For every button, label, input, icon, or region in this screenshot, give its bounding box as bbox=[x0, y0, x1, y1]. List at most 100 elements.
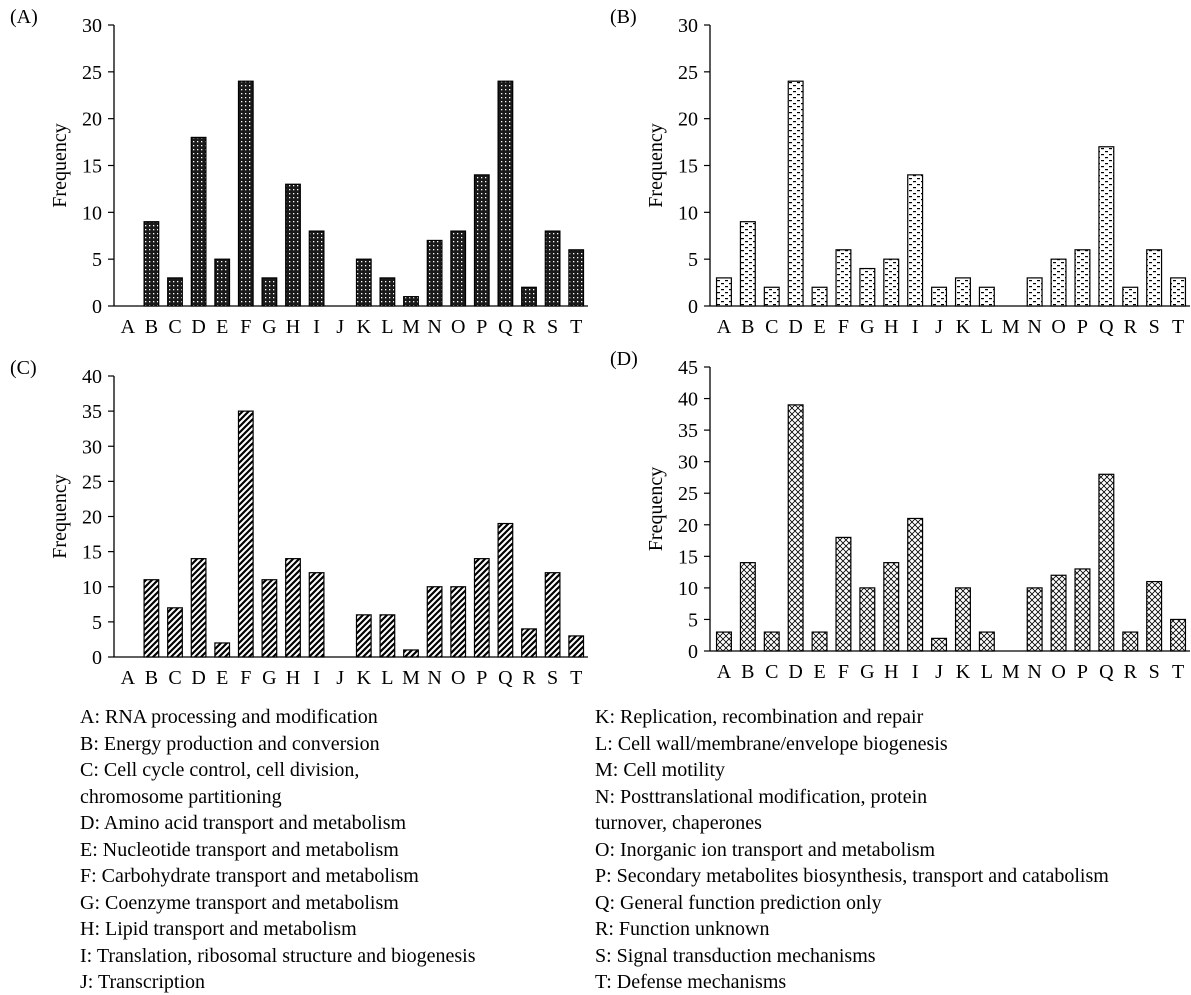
x-tick-label: T bbox=[1172, 316, 1184, 338]
x-tick-label: L bbox=[381, 316, 393, 338]
bar bbox=[787, 80, 804, 307]
x-tick-label: I bbox=[912, 316, 919, 338]
y-tick-label: 40 bbox=[82, 366, 102, 388]
x-tick-label: J bbox=[336, 316, 344, 338]
x-tick-label: H bbox=[884, 661, 898, 683]
x-tick-label: I bbox=[313, 667, 320, 689]
bar bbox=[261, 579, 278, 658]
x-tick-label: R bbox=[522, 316, 536, 338]
bar bbox=[811, 286, 828, 307]
x-tick-label: G bbox=[262, 316, 276, 338]
x-tick-label: C bbox=[168, 316, 181, 338]
legend-item: M: Cell motility bbox=[595, 759, 726, 781]
chart-panel: (D) 0 5 10 15 20 25 30 35 40 45 Frequency A B C D E F G H I J… bbox=[610, 348, 1190, 683]
bar bbox=[355, 614, 372, 658]
bar bbox=[763, 631, 780, 652]
bar bbox=[143, 221, 160, 307]
bar bbox=[426, 239, 443, 307]
x-tick-label: H bbox=[286, 316, 300, 338]
x-tick-label: R bbox=[1124, 661, 1138, 683]
x-tick-label: R bbox=[1124, 316, 1138, 338]
y-tick-label: 25 bbox=[678, 483, 698, 505]
y-axis-title: Frequency bbox=[49, 474, 71, 558]
x-tick-label: S bbox=[1149, 316, 1160, 338]
x-tick-label: O bbox=[1051, 316, 1065, 338]
y-tick-label: 15 bbox=[82, 156, 102, 178]
bar bbox=[1098, 146, 1115, 307]
y-tick-label: 10 bbox=[82, 202, 102, 224]
x-tick-label: B bbox=[145, 316, 158, 338]
bar bbox=[883, 258, 900, 307]
x-tick-label: P bbox=[476, 316, 487, 338]
bar bbox=[285, 183, 301, 307]
bar bbox=[497, 80, 514, 307]
x-tick-label: E bbox=[216, 667, 228, 689]
y-tick-label: 35 bbox=[678, 420, 698, 442]
bar bbox=[883, 562, 900, 652]
y-tick-label: 25 bbox=[678, 62, 698, 84]
x-tick-label: I bbox=[313, 316, 320, 338]
bar bbox=[715, 631, 732, 652]
bar bbox=[379, 614, 396, 658]
x-tick-label: A bbox=[717, 316, 732, 338]
bar bbox=[308, 572, 325, 658]
y-tick-label: 20 bbox=[82, 109, 102, 131]
bar bbox=[1146, 580, 1163, 652]
x-tick-label: F bbox=[838, 316, 849, 338]
bar bbox=[568, 635, 585, 658]
y-tick-label: 15 bbox=[678, 156, 698, 178]
legend-item: A: RNA processing and modification bbox=[80, 706, 378, 728]
x-tick-label: O bbox=[451, 316, 465, 338]
bar bbox=[1170, 277, 1187, 307]
x-tick-label: Q bbox=[498, 316, 513, 338]
x-tick-label: T bbox=[570, 667, 582, 689]
legend-right-column: K: Replication, recombination and repair… bbox=[595, 704, 1109, 995]
y-tick-label: 10 bbox=[678, 202, 698, 224]
x-tick-label: A bbox=[121, 316, 136, 338]
bar bbox=[237, 80, 254, 307]
bar bbox=[1026, 587, 1043, 652]
y-tick-label: 10 bbox=[678, 578, 698, 600]
y-tick-label: 10 bbox=[82, 577, 102, 599]
panel-label: (A) bbox=[10, 6, 38, 28]
x-tick-label: M bbox=[1002, 316, 1020, 338]
bar bbox=[214, 258, 231, 307]
bar bbox=[521, 628, 537, 658]
bar bbox=[739, 221, 756, 307]
legend-item: D: Amino acid transport and metabolism bbox=[80, 812, 407, 834]
bar bbox=[978, 286, 995, 307]
bar bbox=[190, 136, 207, 307]
x-tick-label: G bbox=[262, 667, 276, 689]
bar bbox=[190, 558, 207, 658]
bar bbox=[931, 286, 948, 307]
x-tick-label: M bbox=[402, 667, 420, 689]
legend-item: G: Coenzyme transport and metabolism bbox=[80, 891, 399, 914]
bar bbox=[931, 637, 948, 652]
x-tick-label: D bbox=[191, 316, 205, 338]
x-tick-label: P bbox=[1077, 316, 1088, 338]
x-tick-label: L bbox=[981, 316, 993, 338]
y-tick-label: 20 bbox=[678, 109, 698, 131]
x-tick-label: M bbox=[402, 316, 420, 338]
x-tick-label: G bbox=[860, 661, 874, 683]
legend-item: N: Posttranslational modification, prote… bbox=[595, 785, 928, 808]
bar bbox=[1122, 286, 1139, 307]
x-tick-label: E bbox=[813, 661, 825, 683]
y-tick-label: 5 bbox=[688, 609, 698, 631]
y-tick-label: 30 bbox=[82, 15, 102, 37]
x-tick-label: N bbox=[1027, 316, 1041, 338]
y-axis-title: Frequency bbox=[645, 467, 667, 551]
y-tick-label: 40 bbox=[678, 389, 698, 411]
x-tick-label: D bbox=[788, 661, 802, 683]
x-tick-label: D bbox=[788, 316, 802, 338]
bar bbox=[811, 631, 828, 652]
bar bbox=[1146, 249, 1163, 307]
legend-item: T: Defense mechanisms bbox=[595, 971, 787, 993]
y-tick-label: 25 bbox=[82, 62, 102, 84]
x-tick-label: A bbox=[717, 661, 732, 683]
bar bbox=[907, 174, 924, 307]
chart-panel: (C) 0 5 10 15 20 25 30 35 40 Frequency A B C D E F G H I J K L… bbox=[10, 357, 588, 689]
bar bbox=[214, 642, 231, 658]
x-tick-label: N bbox=[427, 667, 441, 689]
x-tick-label: L bbox=[381, 667, 393, 689]
